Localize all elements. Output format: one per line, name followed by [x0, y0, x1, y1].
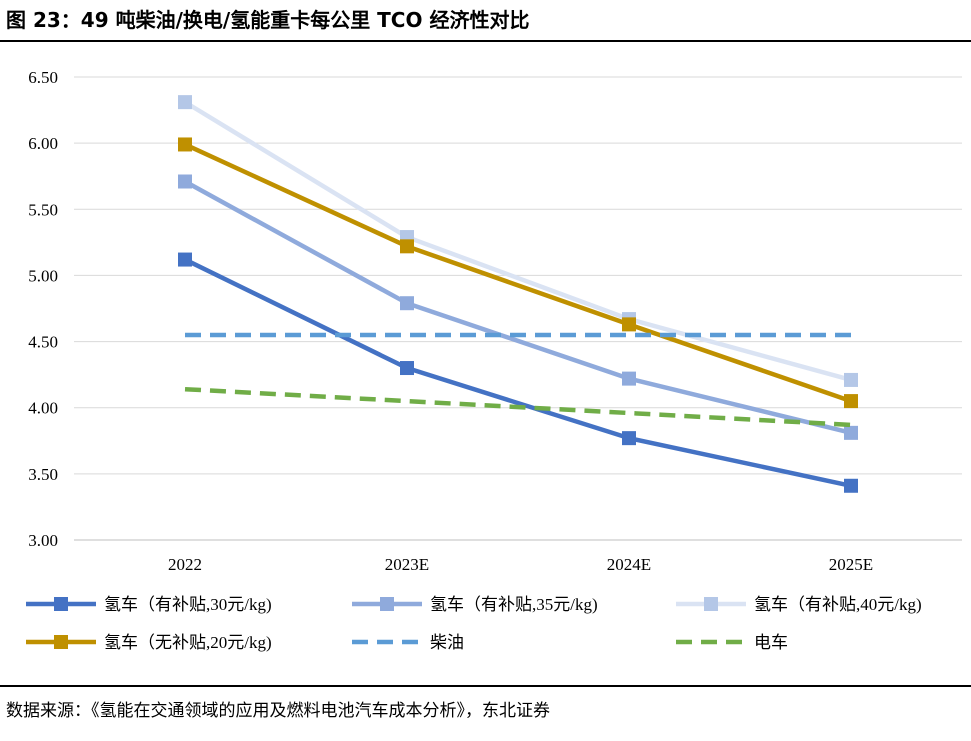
y-tick-label: 5.00 — [28, 266, 58, 285]
y-tick-label: 5.50 — [28, 200, 58, 219]
y-axis-ticks: 3.00 3.50 4.00 4.50 5.00 5.50 6.00 6.50 — [28, 68, 58, 550]
x-tick-label: 2024E — [607, 555, 651, 574]
data-point — [400, 296, 414, 311]
y-tick-label: 4.50 — [28, 333, 58, 352]
legend-label: 氢车（有补贴,30元/kg) — [104, 595, 272, 614]
data-point — [178, 137, 192, 152]
title-divider — [0, 40, 971, 42]
y-tick-label: 6.50 — [28, 68, 58, 87]
y-tick-label: 3.00 — [28, 531, 58, 550]
y-tick-label: 3.50 — [28, 465, 58, 484]
x-tick-label: 2025E — [829, 555, 873, 574]
x-tick-label: 2022 — [168, 555, 202, 574]
x-tick-label: 2023E — [385, 555, 429, 574]
legend-label: 电车 — [754, 633, 788, 652]
data-point — [844, 394, 858, 409]
source-divider — [0, 685, 971, 687]
x-axis-ticks: 2022 2023E 2024E 2025E — [168, 555, 873, 574]
data-point — [622, 431, 636, 446]
legend-swatch-marker — [704, 597, 718, 611]
legend: 氢车（有补贴,30元/kg) 氢车（有补贴,35元/kg) 氢车（有补贴,40元/k… — [26, 595, 922, 652]
y-tick-label: 4.00 — [28, 399, 58, 418]
series-line — [184, 257, 852, 488]
legend-label: 氢车（有补贴,35元/kg) — [430, 595, 598, 614]
y-tick-label: 6.00 — [28, 134, 58, 153]
legend-label: 氢车（有补贴,40元/kg) — [754, 595, 922, 614]
legend-swatch-marker — [380, 597, 394, 611]
data-point — [178, 174, 192, 189]
data-point — [844, 372, 858, 387]
legend-label: 柴油 — [430, 633, 464, 652]
legend-swatch-marker — [54, 597, 68, 611]
legend-label: 氢车（无补贴,20元/kg) — [104, 633, 272, 652]
data-point — [622, 317, 636, 332]
data-point — [178, 95, 192, 110]
series-line — [184, 142, 852, 404]
data-point — [844, 425, 858, 440]
series-line — [184, 386, 852, 428]
source-note: 数据来源：《氢能在交通领域的应用及燃料电池汽车成本分析》，东北证券 — [6, 701, 550, 721]
data-point — [400, 239, 414, 254]
gridlines — [74, 76, 962, 541]
data-point — [178, 252, 192, 267]
figure-title: 图 23：49 吨柴油/换电/氢能重卡每公里 TCO 经济性对比 — [6, 8, 530, 32]
series-line — [183, 100, 852, 383]
series-line — [183, 179, 852, 436]
line-chart: 3.003.504.004.505.005.506.006.50 2022 202… — [26, 68, 962, 652]
data-point — [844, 478, 858, 493]
data-point — [622, 371, 636, 386]
legend-swatch-marker — [54, 635, 68, 649]
data-point — [400, 361, 414, 376]
series-lines — [178, 95, 858, 493]
